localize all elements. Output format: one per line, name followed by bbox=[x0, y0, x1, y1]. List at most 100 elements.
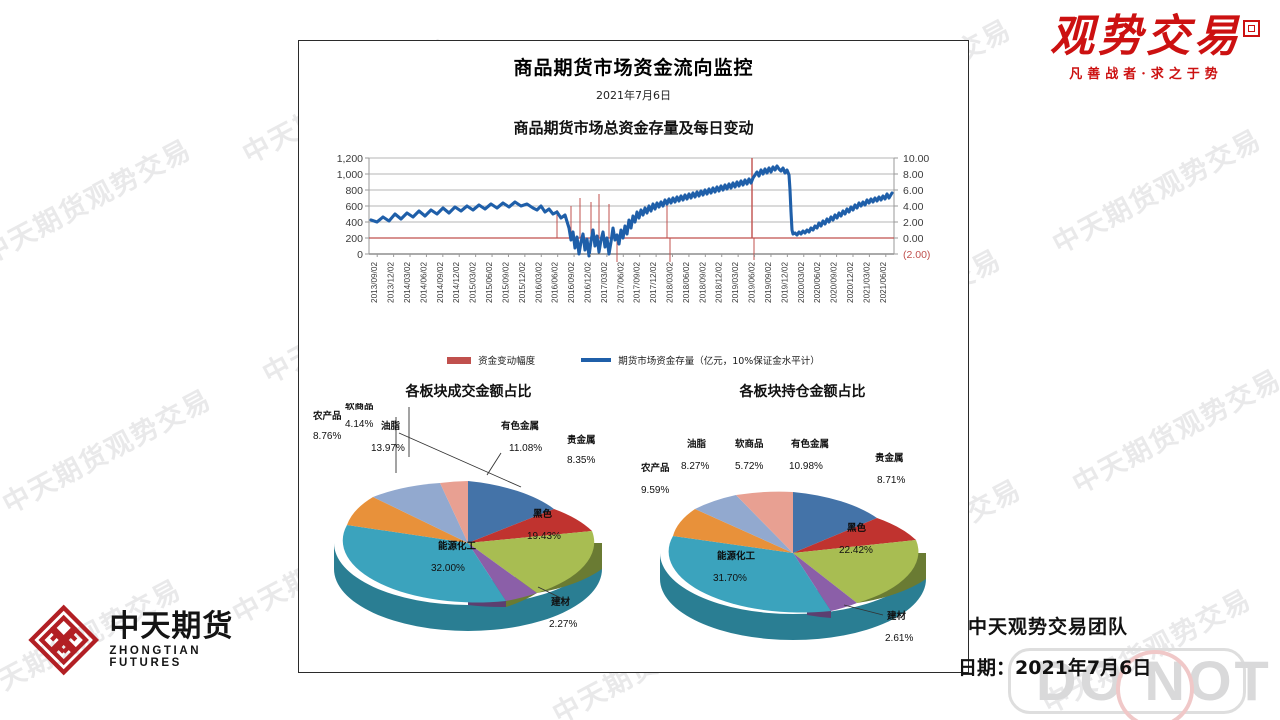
x-tick-label: 2013/09/02 bbox=[370, 262, 379, 303]
x-tick-label: 2019/12/02 bbox=[780, 262, 789, 303]
x-tick-label: 2018/03/02 bbox=[666, 262, 675, 303]
legend-swatch-blue-icon bbox=[581, 358, 612, 362]
x-tick-label: 2015/12/02 bbox=[518, 262, 527, 303]
pie-charts-area: 各板块成交金额占比 bbox=[299, 381, 970, 671]
watermark-text: 中天期货观势交易 bbox=[1047, 124, 1268, 261]
callout-line-soft bbox=[398, 432, 522, 488]
line-chart-svg: 1,200 1,000 800 600 400 200 0 10.00 8.00… bbox=[337, 153, 931, 303]
footer-date-value: 2021年7月6日 bbox=[1015, 657, 1152, 679]
pie-value-precious: 8.71% bbox=[877, 475, 905, 486]
svg-text:(2.00): (2.00) bbox=[903, 249, 930, 261]
y-axis-right-ticks: 10.00 8.00 6.00 4.00 2.00 0.00 (2.00) bbox=[903, 153, 930, 261]
pie-label-precious: 贵金属 bbox=[567, 434, 596, 446]
line-chart: 1,200 1,000 800 600 400 200 0 10.00 8.00… bbox=[299, 142, 970, 382]
pie-label-soft: 软商品 bbox=[345, 403, 374, 412]
x-tick-label: 2014/03/02 bbox=[403, 262, 412, 303]
x-tick-label: 2017/06/02 bbox=[616, 262, 625, 303]
pie-value-agri: 9.59% bbox=[641, 485, 669, 496]
x-tick-label: 2021/06/02 bbox=[879, 262, 888, 303]
series-equity-blue bbox=[369, 164, 894, 258]
x-tick-label: 2020/06/02 bbox=[813, 262, 822, 303]
pie-label-soft: 软商品 bbox=[735, 438, 764, 450]
pie-value-black: 19.43% bbox=[527, 531, 561, 542]
pie-value-soft: 5.72% bbox=[735, 461, 763, 472]
legend-swatch-red-icon bbox=[447, 356, 472, 364]
pie-label-oil: 油脂 bbox=[687, 438, 707, 450]
x-tick-label: 2013/12/02 bbox=[387, 262, 396, 303]
pie-value-oil: 8.27% bbox=[681, 461, 709, 472]
svg-text:200: 200 bbox=[345, 233, 363, 245]
pie-value-oil: 13.97% bbox=[371, 443, 405, 454]
x-tick-label: 2017/09/02 bbox=[633, 262, 642, 303]
svg-text:800: 800 bbox=[345, 185, 363, 197]
x-tick-label: 2015/09/02 bbox=[501, 262, 510, 303]
pie-value-energy: 32.00% bbox=[431, 563, 465, 574]
x-tick-label: 2017/12/02 bbox=[649, 262, 658, 303]
pie-label-agri: 农产品 bbox=[640, 462, 670, 474]
x-tick-label: 2018/12/02 bbox=[715, 262, 724, 303]
svg-text:10.00: 10.00 bbox=[903, 153, 929, 165]
svg-text:0.00: 0.00 bbox=[903, 233, 924, 245]
pie-value-precious: 8.35% bbox=[567, 455, 595, 466]
zhongtian-wordmark: 中天期货 ZHONGTIAN FUTURES bbox=[109, 611, 278, 669]
callout-line-building bbox=[843, 604, 884, 616]
pie-value-nonferrous: 10.98% bbox=[789, 461, 823, 472]
pie-value-nonferrous: 11.08% bbox=[509, 443, 542, 454]
x-tick-label: 2018/09/02 bbox=[698, 262, 707, 303]
pie-value-soft: 4.14% bbox=[345, 419, 373, 430]
guanshi-logo-tagline: 凡善战者·求之于势 bbox=[1069, 67, 1223, 83]
legend-label-variation: 资金变动幅度 bbox=[478, 356, 536, 367]
legend-item-variation: 资金变动幅度 bbox=[447, 353, 535, 367]
svg-text:1,200: 1,200 bbox=[337, 153, 363, 165]
pie-chart-turnover: 各板块成交金额占比 bbox=[301, 381, 636, 671]
zhongtian-mark-icon bbox=[28, 604, 100, 676]
report-panel: 商品期货市场资金流向监控 2021年7月6日 商品期货市场总资金存量及每日变动 bbox=[298, 40, 969, 673]
zhongtian-logo-en: ZHONGTIAN FUTURES bbox=[109, 644, 202, 669]
watermark-text: 中天期货观势交易 bbox=[0, 384, 218, 521]
report-date: 2021年7月6日 bbox=[596, 89, 671, 102]
chart-legend: 资金变动幅度 期货市场资金存量（亿元，10%保证金水平计） bbox=[299, 353, 968, 367]
x-tick-label: 2016/09/02 bbox=[567, 262, 576, 303]
footer-block: 中天观势交易团队 日期：2021年7月6日 bbox=[958, 612, 1258, 680]
line-chart-title: 商品期货市场总资金存量及每日变动 bbox=[513, 119, 754, 137]
seal-icon bbox=[1243, 20, 1260, 37]
watermark-text: 中天期货观势交易 bbox=[0, 134, 198, 271]
svg-text:600: 600 bbox=[345, 201, 363, 213]
legend-item-equity: 期货市场资金存量（亿元，10%保证金水平计） bbox=[581, 353, 820, 367]
x-tick-label: 2016/03/02 bbox=[534, 262, 543, 303]
svg-text:2.00: 2.00 bbox=[903, 217, 924, 229]
x-tick-label: 2014/09/02 bbox=[436, 262, 445, 303]
pie-value-building: 2.27% bbox=[549, 619, 577, 630]
x-tick-label: 2014/12/02 bbox=[452, 262, 461, 303]
pie-label-building: 建材 bbox=[886, 610, 907, 622]
footer-team: 中天观势交易团队 bbox=[968, 616, 1129, 638]
pie-label-nonferrous: 有色金属 bbox=[791, 438, 829, 450]
pie-openinterest-svg: 软商品 5.72% 油脂 8.27% 农产品 9.59% 有色金属 10.98%… bbox=[640, 438, 926, 644]
page-title: 商品期货市场资金流向监控 bbox=[513, 57, 754, 79]
pie-turnover-title: 各板块成交金额占比 bbox=[405, 384, 532, 400]
guanshi-logo-main: 观势交易 bbox=[1050, 11, 1242, 62]
x-tick-label: 2016/12/02 bbox=[583, 262, 592, 303]
tick-marks bbox=[365, 157, 898, 255]
svg-text:4.00: 4.00 bbox=[903, 201, 924, 213]
pie-openinterest-title: 各板块持仓金额占比 bbox=[739, 384, 866, 400]
footer-date: 日期：2021年7月6日 bbox=[958, 653, 1258, 680]
pie-label-oil: 油脂 bbox=[381, 420, 401, 432]
x-tick-label: 2019/09/02 bbox=[764, 262, 773, 303]
svg-text:0: 0 bbox=[357, 249, 363, 261]
x-tick-label: 2018/06/02 bbox=[682, 262, 691, 303]
legend-label-equity: 期货市场资金存量（亿元，10%保证金水平计） bbox=[618, 356, 820, 367]
x-tick-label: 2015/03/02 bbox=[469, 262, 478, 303]
pie-chart-openinterest: 各板块持仓金额占比 bbox=[635, 381, 970, 671]
x-tick-label: 2014/06/02 bbox=[419, 262, 428, 303]
pie-value-agri: 8.76% bbox=[313, 431, 341, 442]
x-tick-label: 2021/03/02 bbox=[862, 262, 871, 303]
x-tick-label: 2015/06/02 bbox=[485, 262, 494, 303]
pie-label-nonferrous: 有色金属 bbox=[501, 420, 539, 432]
x-tick-label: 2019/03/02 bbox=[731, 262, 740, 303]
watermark-text: 中天期货观势交易 bbox=[1067, 364, 1280, 501]
x-tick-label: 2016/06/02 bbox=[551, 262, 560, 303]
pie-value-building: 2.61% bbox=[885, 633, 913, 644]
x-axis-ticks bbox=[376, 254, 887, 257]
